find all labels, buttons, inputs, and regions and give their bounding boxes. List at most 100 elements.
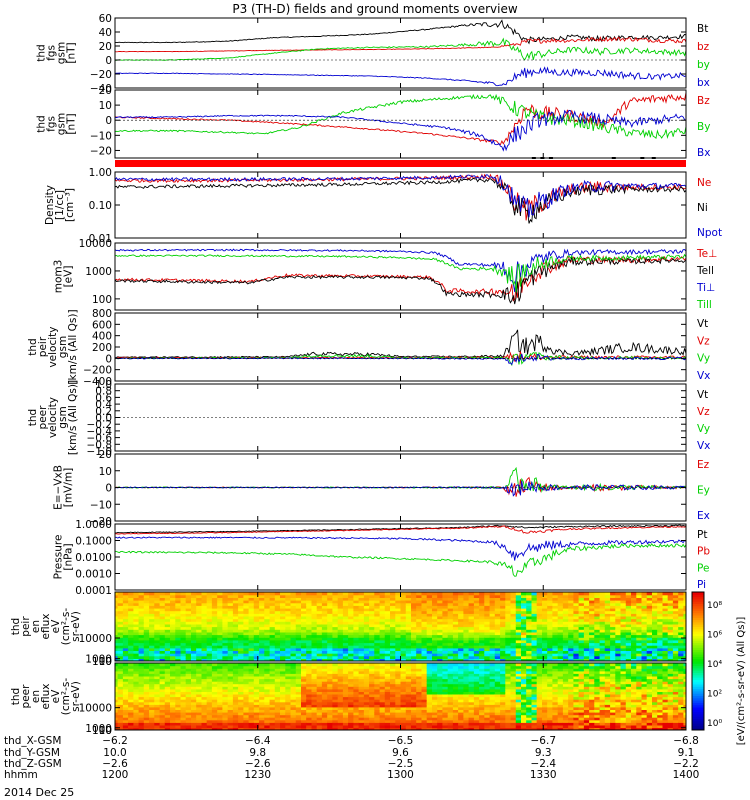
- spectrogram-cell: [285, 594, 292, 598]
- spectrogram-cell: [122, 605, 129, 609]
- spectrogram-cell: [452, 686, 459, 690]
- spectrogram-cell: [327, 691, 333, 695]
- spectrogram-cell: [280, 642, 286, 646]
- spectrogram-cell: [311, 653, 318, 657]
- spectrogram-cell: [426, 626, 433, 630]
- spectrogram-cell: [374, 673, 381, 677]
- spectrogram-cell: [578, 621, 585, 625]
- spectrogram-cell: [468, 650, 475, 654]
- spectrogram-cell: [662, 592, 669, 596]
- spectrogram-cell: [353, 722, 360, 726]
- y-tick-label: 40: [99, 27, 112, 39]
- spectrogram-cell: [164, 597, 171, 601]
- spectrogram-cell: [426, 665, 433, 669]
- spectrogram-cell: [337, 704, 344, 708]
- spectrogram-cell: [594, 639, 601, 644]
- spectrogram-cell: [311, 607, 318, 612]
- spectrogram-cell: [175, 724, 182, 728]
- spectrogram-cell: [115, 626, 119, 630]
- spectrogram-cell: [447, 613, 454, 617]
- spectrogram-cell: [170, 647, 176, 651]
- spectrogram-cell: [149, 673, 155, 677]
- spectrogram-cell: [301, 597, 307, 601]
- spectrogram-cell: [138, 675, 145, 680]
- spectrogram-cell: [327, 717, 333, 721]
- spectrogram-cell: [678, 653, 684, 657]
- spectrogram-cell: [280, 605, 286, 609]
- spectrogram-cell: [175, 607, 182, 612]
- spectrogram-cell: [133, 699, 140, 703]
- spectrogram-cell: [437, 647, 443, 651]
- spectrogram-cell: [442, 709, 449, 713]
- spectrogram-cell: [170, 709, 176, 713]
- spectrogram-cell: [327, 623, 333, 628]
- spectrogram-cell: [411, 647, 417, 651]
- spectrogram-cell: [573, 615, 580, 620]
- spectrogram-cell: [128, 613, 134, 617]
- spectrogram-cell: [657, 650, 663, 654]
- spectrogram-cell: [583, 592, 590, 596]
- spectrogram-cell: [515, 605, 522, 609]
- spectrogram-cell: [505, 626, 512, 630]
- spectrogram-cell: [379, 658, 386, 661]
- spectrogram-cell: [269, 675, 276, 680]
- spectrogram-cell: [274, 631, 281, 636]
- spectrogram-cell: [447, 727, 454, 730]
- spectrogram-cell: [211, 629, 218, 633]
- spectrogram-cell: [552, 610, 559, 614]
- spectrogram-cell: [316, 637, 323, 641]
- spectrogram-cell: [122, 639, 129, 644]
- spectrogram-cell: [232, 605, 239, 609]
- spectrogram-cell: [138, 704, 145, 708]
- spectrogram-cell: [521, 637, 527, 641]
- spectrogram-cell: [175, 655, 182, 659]
- spectrogram-cell: [232, 655, 239, 659]
- spectrogram-cell: [248, 658, 255, 661]
- spectrogram-cell: [122, 678, 129, 682]
- spectrogram-cell: [662, 621, 669, 625]
- spectrogram-cell: [154, 696, 161, 700]
- spectrogram-cell: [521, 647, 527, 651]
- spectrogram-cell: [253, 663, 260, 667]
- spectrogram-cell: [390, 629, 396, 633]
- spectrogram-cell: [301, 594, 307, 598]
- spectrogram-cell: [206, 658, 213, 661]
- spectrogram-cell: [206, 665, 213, 669]
- spectrogram-cell: [458, 605, 464, 609]
- spectrogram-cell: [285, 592, 292, 596]
- spectrogram-cell: [280, 670, 286, 674]
- spectrogram-cell: [117, 631, 124, 636]
- spectrogram-cell: [164, 691, 171, 695]
- spectrogram-cell: [332, 607, 339, 612]
- spectrogram-cell: [316, 610, 323, 614]
- spectrogram-cell: [253, 655, 260, 659]
- spectrogram-cell: [536, 605, 543, 609]
- spectrogram-cell: [479, 658, 485, 661]
- spectrogram-cell: [301, 688, 307, 692]
- spectrogram-cell: [143, 637, 150, 641]
- spectrogram-cell: [405, 605, 412, 609]
- spectrogram-cell: [652, 650, 658, 654]
- spectrogram-cell: [442, 647, 449, 651]
- spectrogram-cell: [395, 686, 402, 690]
- spectrogram-cell: [191, 615, 197, 620]
- spectrogram-cell: [363, 704, 370, 708]
- spectrogram-cell: [285, 645, 292, 649]
- spectrogram-cell: [536, 647, 543, 651]
- spectrogram-cell: [390, 610, 396, 614]
- spectrogram-cell: [306, 658, 312, 661]
- y-axis-label: eV: [50, 619, 62, 633]
- spectrogram-cell: [149, 613, 155, 617]
- spectrogram-cell: [421, 637, 428, 641]
- spectrogram-cell: [259, 673, 265, 677]
- spectrogram-cell: [463, 623, 470, 628]
- spectrogram-cell: [421, 626, 428, 630]
- spectrogram-cell: [327, 607, 333, 612]
- spectrogram-cell: [610, 634, 616, 638]
- spectrogram-cell: [138, 701, 145, 705]
- spectrogram-cell: [405, 621, 412, 625]
- spectrogram-cell: [505, 639, 512, 644]
- spectrogram-cell: [222, 691, 229, 695]
- spectrogram-cell: [138, 686, 145, 690]
- spectrogram-cell: [353, 704, 360, 708]
